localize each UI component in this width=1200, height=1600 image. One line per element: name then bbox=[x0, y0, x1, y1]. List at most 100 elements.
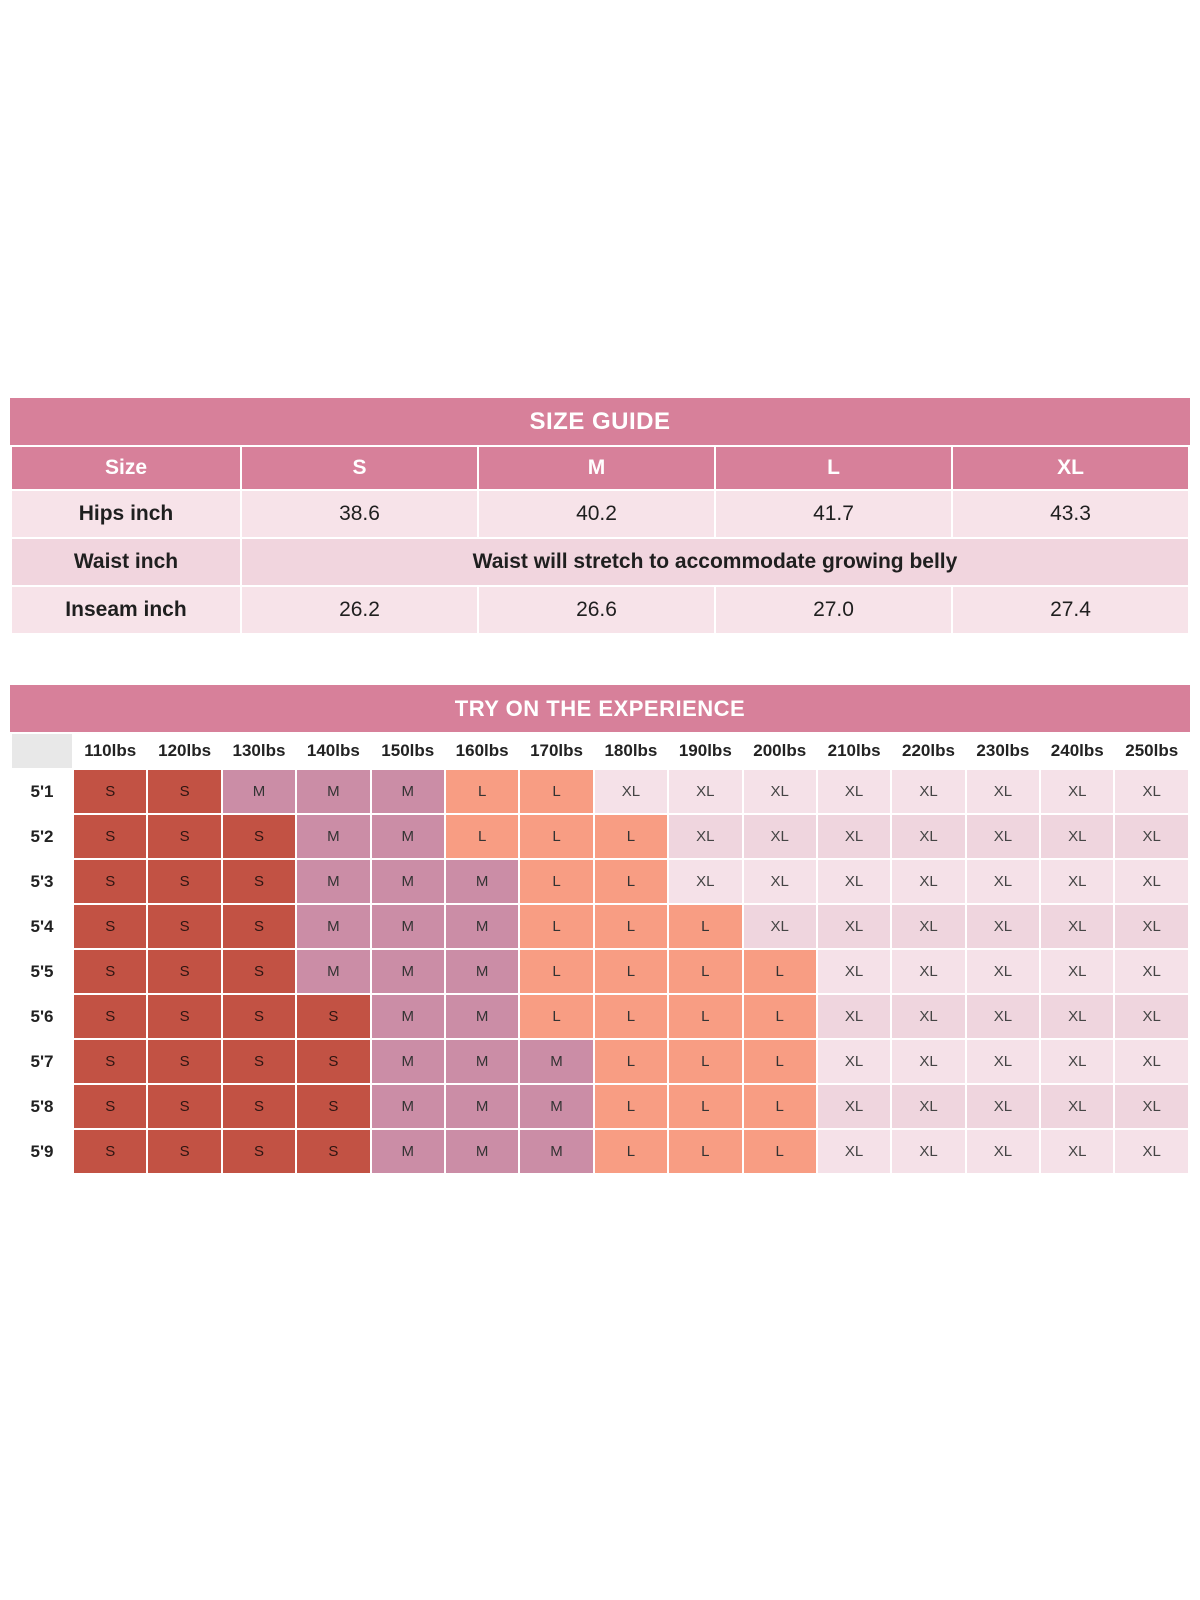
try-on-row: 5'5 S S S M M M L L L L XL XL XL XL XL bbox=[12, 950, 1188, 993]
try-on-weight-header: 150lbs bbox=[371, 734, 444, 768]
try-on-corner-cell bbox=[12, 734, 72, 768]
try-on-weight-header: 120lbs bbox=[148, 734, 221, 768]
size-guide-value-cell: 43.3 bbox=[953, 491, 1188, 537]
try-on-size-cell-xl: XL bbox=[892, 815, 965, 858]
size-guide-header-row: Size S M L XL bbox=[12, 447, 1188, 489]
try-on-size-cell-xl: XL bbox=[966, 815, 1040, 858]
try-on-size-cell-xl: XL bbox=[743, 860, 816, 903]
size-guide-value-cell: 27.0 bbox=[716, 587, 951, 633]
size-chart-page: SIZE GUIDE Size S M L XL Hips inch 38.6 40.2 41.… bbox=[10, 0, 1190, 1175]
size-guide-row-label: Inseam inch bbox=[12, 587, 240, 633]
try-on-size-cell-l: L bbox=[669, 1130, 742, 1173]
try-on-height-label: 5'9 bbox=[12, 1130, 72, 1173]
try-on-size-cell-xl: XL bbox=[1041, 1040, 1114, 1083]
try-on-weight-header: 140lbs bbox=[297, 734, 370, 768]
try-on-row: 5'6 S S S S M M L L L L XL XL XL XL XL bbox=[12, 995, 1188, 1038]
try-on-row: 5'4 S S S M M M L L L XL XL XL XL XL XL bbox=[12, 905, 1188, 948]
try-on-size-cell-l: L bbox=[520, 995, 593, 1038]
try-on-size-cell-xl: XL bbox=[966, 770, 1040, 813]
try-on-size-cell-xl: XL bbox=[892, 905, 965, 948]
try-on-size-cell-m: M bbox=[371, 995, 444, 1038]
try-on-height-label: 5'2 bbox=[12, 815, 72, 858]
size-guide-stretch-note: Waist will stretch to accommodate growin… bbox=[242, 539, 1188, 585]
try-on-size-cell-l: L bbox=[594, 1040, 668, 1083]
size-guide-row: Waist inch Waist will stretch to accommod… bbox=[12, 539, 1188, 585]
try-on-size-cell-xl: XL bbox=[966, 860, 1040, 903]
size-guide-header-s: S bbox=[242, 447, 477, 489]
try-on-size-cell-s: S bbox=[148, 770, 221, 813]
try-on-size-cell-xl: XL bbox=[1115, 770, 1188, 813]
try-on-height-label: 5'5 bbox=[12, 950, 72, 993]
try-on-size-cell-l: L bbox=[594, 1130, 668, 1173]
try-on-size-cell-m: M bbox=[371, 1085, 444, 1128]
try-on-size-cell-s: S bbox=[222, 1040, 296, 1083]
try-on-size-cell-s: S bbox=[148, 1085, 221, 1128]
try-on-height-label: 5'4 bbox=[12, 905, 72, 948]
try-on-size-cell-xl: XL bbox=[743, 770, 816, 813]
try-on-size-cell-xl: XL bbox=[1115, 815, 1188, 858]
try-on-weight-header: 230lbs bbox=[966, 734, 1040, 768]
try-on-weight-header: 130lbs bbox=[222, 734, 296, 768]
try-on-size-cell-m: M bbox=[371, 1130, 444, 1173]
try-on-size-cell-s: S bbox=[222, 1085, 296, 1128]
try-on-weight-header: 220lbs bbox=[892, 734, 965, 768]
size-guide-section: SIZE GUIDE Size S M L XL Hips inch 38.6 40.2 41.… bbox=[10, 398, 1190, 635]
try-on-size-cell-xl: XL bbox=[1041, 905, 1114, 948]
try-on-size-cell-m: M bbox=[371, 770, 444, 813]
try-on-size-cell-xl: XL bbox=[1041, 815, 1114, 858]
try-on-size-cell-xl: XL bbox=[966, 1130, 1040, 1173]
try-on-size-cell-xl: XL bbox=[1041, 995, 1114, 1038]
try-on-size-cell-xl: XL bbox=[1115, 860, 1188, 903]
try-on-size-cell-xl: XL bbox=[892, 950, 965, 993]
try-on-size-cell-xl: XL bbox=[817, 905, 891, 948]
try-on-table: 110lbs 120lbs 130lbs 140lbs 150lbs 160lbs 170l… bbox=[10, 732, 1190, 1175]
try-on-weight-header: 250lbs bbox=[1115, 734, 1188, 768]
try-on-size-cell-m: M bbox=[520, 1130, 593, 1173]
size-guide-header-xl: XL bbox=[953, 447, 1188, 489]
try-on-size-cell-l: L bbox=[669, 995, 742, 1038]
try-on-size-cell-xl: XL bbox=[892, 860, 965, 903]
try-on-size-cell-xl: XL bbox=[817, 1085, 891, 1128]
try-on-size-cell-m: M bbox=[445, 905, 519, 948]
try-on-size-cell-l: L bbox=[669, 1040, 742, 1083]
try-on-size-cell-xl: XL bbox=[966, 995, 1040, 1038]
try-on-size-cell-xl: XL bbox=[1041, 1130, 1114, 1173]
try-on-size-cell-l: L bbox=[594, 905, 668, 948]
try-on-size-cell-s: S bbox=[222, 905, 296, 948]
try-on-weight-header: 240lbs bbox=[1041, 734, 1114, 768]
try-on-size-cell-l: L bbox=[743, 950, 816, 993]
try-on-size-cell-xl: XL bbox=[669, 770, 742, 813]
try-on-size-cell-m: M bbox=[297, 770, 370, 813]
try-on-size-cell-xl: XL bbox=[594, 770, 668, 813]
size-guide-row-label: Waist inch bbox=[12, 539, 240, 585]
try-on-size-cell-s: S bbox=[297, 995, 370, 1038]
try-on-size-cell-xl: XL bbox=[966, 950, 1040, 993]
try-on-size-cell-xl: XL bbox=[1115, 950, 1188, 993]
try-on-size-cell-s: S bbox=[74, 995, 147, 1038]
try-on-size-cell-xl: XL bbox=[1115, 1130, 1188, 1173]
try-on-size-cell-m: M bbox=[297, 950, 370, 993]
try-on-size-cell-xl: XL bbox=[817, 815, 891, 858]
size-guide-value-cell: 27.4 bbox=[953, 587, 1188, 633]
try-on-size-cell-m: M bbox=[371, 905, 444, 948]
try-on-weight-header: 210lbs bbox=[817, 734, 891, 768]
try-on-size-cell-m: M bbox=[445, 860, 519, 903]
try-on-size-cell-m: M bbox=[520, 1040, 593, 1083]
try-on-size-cell-xl: XL bbox=[892, 1085, 965, 1128]
try-on-size-cell-s: S bbox=[148, 815, 221, 858]
try-on-header-row: 110lbs 120lbs 130lbs 140lbs 150lbs 160lbs 170l… bbox=[12, 734, 1188, 768]
try-on-size-cell-xl: XL bbox=[1115, 1085, 1188, 1128]
try-on-size-cell-l: L bbox=[669, 905, 742, 948]
try-on-height-label: 5'8 bbox=[12, 1085, 72, 1128]
try-on-size-cell-xl: XL bbox=[817, 1040, 891, 1083]
try-on-size-cell-l: L bbox=[743, 995, 816, 1038]
try-on-size-cell-m: M bbox=[222, 770, 296, 813]
size-guide-row: Hips inch 38.6 40.2 41.7 43.3 bbox=[12, 491, 1188, 537]
try-on-weight-header: 160lbs bbox=[445, 734, 519, 768]
try-on-size-cell-xl: XL bbox=[966, 905, 1040, 948]
try-on-size-cell-xl: XL bbox=[817, 1130, 891, 1173]
try-on-height-label: 5'7 bbox=[12, 1040, 72, 1083]
try-on-weight-header: 110lbs bbox=[74, 734, 147, 768]
try-on-weight-header: 190lbs bbox=[669, 734, 742, 768]
try-on-size-cell-s: S bbox=[148, 905, 221, 948]
